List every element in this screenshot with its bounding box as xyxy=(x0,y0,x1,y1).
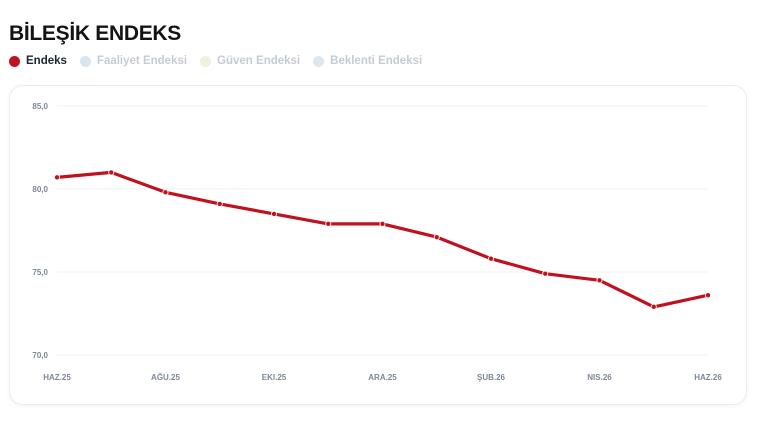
chart-title: BİLEŞİK ENDEKS xyxy=(9,22,181,45)
legend-dot-beklenti-endeksi xyxy=(313,55,325,67)
legend-item-beklenti-endeksi[interactable]: Beklenti Endeksi xyxy=(313,55,422,67)
legend-item-faaliyet-endeksi[interactable]: Faaliyet Endeksi xyxy=(79,55,188,67)
legend-item-endeks[interactable]: Endeks xyxy=(9,55,67,67)
legend-dot-faaliyet-endeksi xyxy=(79,55,91,67)
legend: Endeks Faaliyet Endeksi Güven Endeksi Be… xyxy=(9,55,422,67)
chart-card xyxy=(9,85,747,405)
legend-label-faaliyet-endeksi: Faaliyet Endeksi xyxy=(96,55,188,67)
legend-dot-endeks xyxy=(9,55,20,67)
legend-label-guven-endeksi: Güven Endeksi xyxy=(217,55,301,67)
legend-label-beklenti-endeksi: Beklenti Endeksi xyxy=(330,55,423,67)
legend-label-endeks: Endeks xyxy=(26,55,67,67)
legend-dot-guven-endeksi xyxy=(200,55,212,67)
legend-item-guven-endeksi[interactable]: Güven Endeksi xyxy=(200,55,300,67)
